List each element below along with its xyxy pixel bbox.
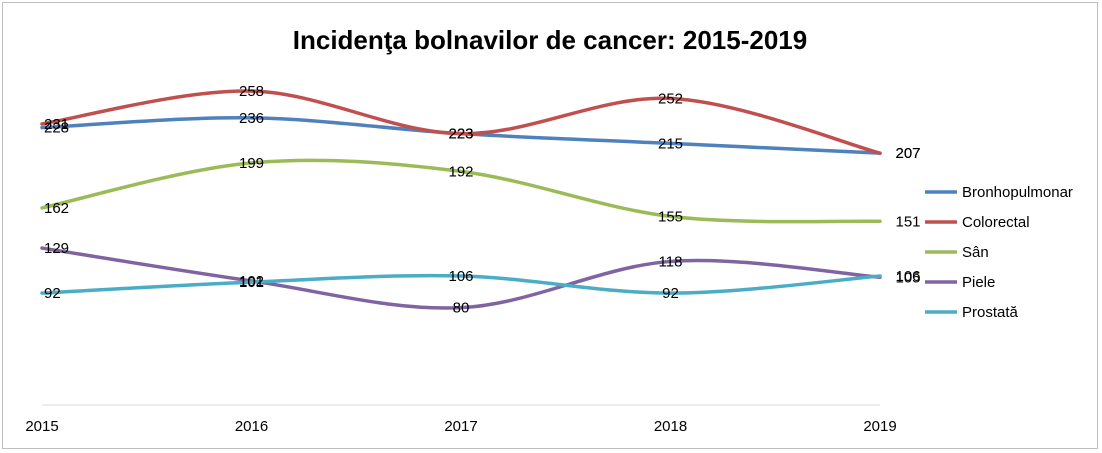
x-tick-label: 2018: [654, 418, 687, 435]
data-label: 118: [659, 253, 683, 270]
x-tick-label: 2015: [25, 418, 58, 435]
legend-label: Piele: [962, 274, 995, 291]
legend-label: Colorectal: [962, 214, 1030, 231]
data-label: 207: [895, 145, 920, 162]
data-label: 215: [658, 135, 683, 152]
data-label: 106: [895, 268, 920, 285]
data-label: 102: [239, 273, 264, 290]
x-tick-label: 2017: [444, 418, 477, 435]
series-line-3: [40, 246, 882, 310]
x-tick-label: 2019: [863, 418, 896, 435]
data-label: 162: [44, 200, 69, 217]
series-line-1: [40, 89, 882, 155]
legend: Bronhopulmonar Colorectal Sân Piele Prostată: [925, 184, 1073, 321]
data-labels: 2282362232152072312582232522071621991921…: [44, 83, 921, 317]
data-label: 101: [239, 274, 264, 291]
data-label: 151: [895, 213, 920, 230]
data-label: 228: [44, 120, 69, 137]
data-label: 207: [895, 145, 920, 162]
data-label: 258: [239, 83, 264, 100]
data-label: 223: [448, 126, 473, 143]
data-label: 236: [239, 110, 264, 127]
series-line-4: [40, 273, 882, 295]
legend-label: Bronhopulmonar: [962, 184, 1073, 201]
data-label: 199: [239, 155, 264, 172]
chart-title: Incidenţa bolnavilor de cancer: 2015-201…: [293, 25, 807, 55]
data-label: 105: [895, 269, 920, 286]
data-label: 106: [448, 268, 473, 285]
legend-label: Prostată: [962, 304, 1019, 321]
data-label: 231: [44, 116, 69, 133]
data-label: 92: [44, 285, 61, 302]
legend-label: Sân: [962, 244, 989, 261]
data-label: 252: [658, 90, 683, 107]
series-line-2: [40, 158, 882, 224]
data-label: 192: [448, 163, 473, 180]
x-tick-label: 2016: [235, 418, 268, 435]
series-layer: [40, 89, 882, 310]
data-label: 92: [662, 285, 679, 302]
x-axis: 2015 2016 2017 2018 2019: [25, 404, 897, 435]
data-label: 155: [658, 208, 683, 225]
data-label: 80: [453, 300, 470, 317]
data-label: 129: [44, 240, 69, 257]
data-label: 223: [448, 126, 473, 143]
